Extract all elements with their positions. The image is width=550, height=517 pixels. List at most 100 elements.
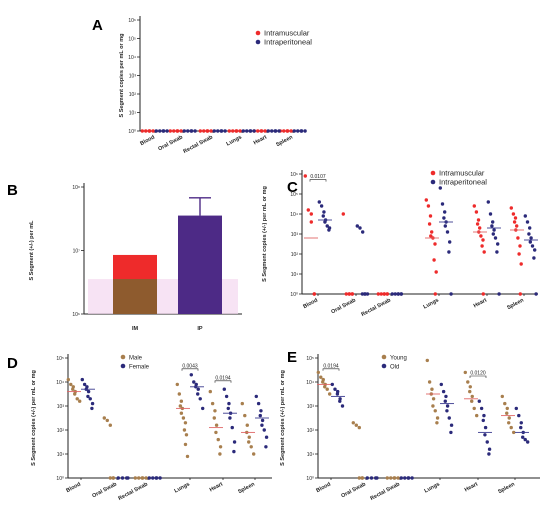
legend-marker-E xyxy=(381,354,387,360)
data-point-D xyxy=(228,416,232,420)
data-point-C xyxy=(497,292,501,296)
y-axis-title-D: S Segment copies (+/-) per mL or mg xyxy=(31,370,37,466)
panel-label-C: C xyxy=(287,179,298,196)
data-point-D xyxy=(86,389,91,394)
data-point-C xyxy=(428,214,433,218)
data-point-C xyxy=(434,270,438,274)
data-point-E xyxy=(406,476,411,480)
data-point-D xyxy=(102,416,107,420)
data-point-D xyxy=(212,416,216,420)
y-tick-label-D: 10⁰ xyxy=(56,476,64,482)
data-point-C xyxy=(365,292,370,296)
y-tick-label-E: 10² xyxy=(307,428,315,434)
p-value-C: 0.0107 xyxy=(310,174,326,180)
data-point-A xyxy=(165,129,169,133)
data-point-D xyxy=(196,392,200,396)
data-point-A xyxy=(168,129,172,133)
data-point-E xyxy=(483,433,487,437)
data-point-D xyxy=(216,437,220,442)
x-tick-label-C: Spleen xyxy=(506,297,525,311)
data-point-E xyxy=(517,413,521,418)
data-point-C xyxy=(511,212,516,216)
data-point-D xyxy=(189,373,193,377)
x-tick-label-C: Rectal Swab xyxy=(361,297,393,318)
significance-bracket-C xyxy=(309,179,327,182)
y-tick-label-C: 10¹ xyxy=(291,272,299,278)
y-tick-label-D: 10¹ xyxy=(57,452,65,458)
data-point-E xyxy=(410,476,414,480)
data-point-E xyxy=(470,394,474,399)
data-point-D xyxy=(210,401,215,406)
legend-marker-C xyxy=(430,170,436,176)
data-point-C xyxy=(424,198,428,202)
data-point-E xyxy=(316,370,320,375)
data-point-D xyxy=(208,389,212,394)
data-point-D xyxy=(258,413,262,418)
legend-label-E: Young xyxy=(390,356,407,362)
data-point-A xyxy=(252,129,256,133)
data-point-E xyxy=(360,476,364,480)
data-point-D xyxy=(147,476,151,480)
data-point-C xyxy=(525,220,530,224)
data-point-D xyxy=(66,377,71,382)
x-tick-label-A: Rectal Swab xyxy=(183,134,215,155)
x-tick-label-A: Blood xyxy=(139,134,156,147)
data-point-C xyxy=(447,250,451,254)
legend-label-D: Female xyxy=(129,365,150,371)
data-point-D xyxy=(227,401,231,406)
data-point-E xyxy=(430,387,434,391)
data-point-D xyxy=(116,476,121,480)
data-point-C xyxy=(327,228,331,232)
y-tick-label-C: 10⁶ xyxy=(290,172,298,178)
data-point-D xyxy=(201,406,205,411)
data-point-D xyxy=(230,425,234,430)
data-point-C xyxy=(528,226,532,230)
data-point-C xyxy=(443,210,447,214)
data-point-C xyxy=(492,228,496,232)
data-point-A xyxy=(182,129,186,133)
data-point-E xyxy=(439,382,443,387)
data-point-E xyxy=(425,358,429,363)
data-point-A xyxy=(263,129,267,133)
data-point-D xyxy=(71,387,75,391)
y-tick-label-A: 10⁵ xyxy=(128,37,136,43)
data-point-C xyxy=(519,262,523,266)
data-point-D xyxy=(259,409,263,413)
x-tick-label-D: Heart xyxy=(209,481,224,493)
data-point-C xyxy=(481,238,485,242)
data-point-C xyxy=(448,240,452,244)
y-tick-label-C: 10⁰ xyxy=(290,292,298,298)
data-point-E xyxy=(487,447,492,451)
data-point-C xyxy=(515,224,519,228)
data-point-E xyxy=(512,430,516,435)
data-point-D xyxy=(88,397,92,401)
data-point-C xyxy=(480,244,484,248)
x-tick-label-D: Spleen xyxy=(237,481,256,495)
data-point-D xyxy=(111,476,116,480)
data-point-C xyxy=(481,292,485,296)
x-tick-label-D: Rectal Swab xyxy=(118,481,150,502)
data-point-A xyxy=(216,129,220,133)
data-point-D xyxy=(214,423,219,427)
data-point-D xyxy=(183,442,188,447)
data-point-E xyxy=(321,380,325,384)
data-point-C xyxy=(379,292,383,296)
data-point-C xyxy=(490,224,494,228)
data-point-E xyxy=(357,476,361,480)
data-point-D xyxy=(175,382,179,387)
data-point-A xyxy=(179,129,183,133)
data-point-C xyxy=(440,202,445,206)
data-point-C xyxy=(443,224,447,228)
data-point-C xyxy=(376,292,380,296)
y-tick-label-E: 10⁴ xyxy=(306,380,314,386)
x-tick-label-C: Heart xyxy=(473,297,488,309)
data-point-A xyxy=(144,129,148,133)
data-point-C xyxy=(449,292,453,296)
data-point-E xyxy=(445,404,450,408)
data-point-D xyxy=(82,382,87,387)
data-point-C xyxy=(528,240,532,244)
data-point-C xyxy=(309,212,313,216)
data-point-E xyxy=(435,421,439,425)
data-point-D xyxy=(140,476,145,480)
data-point-A xyxy=(296,129,300,133)
